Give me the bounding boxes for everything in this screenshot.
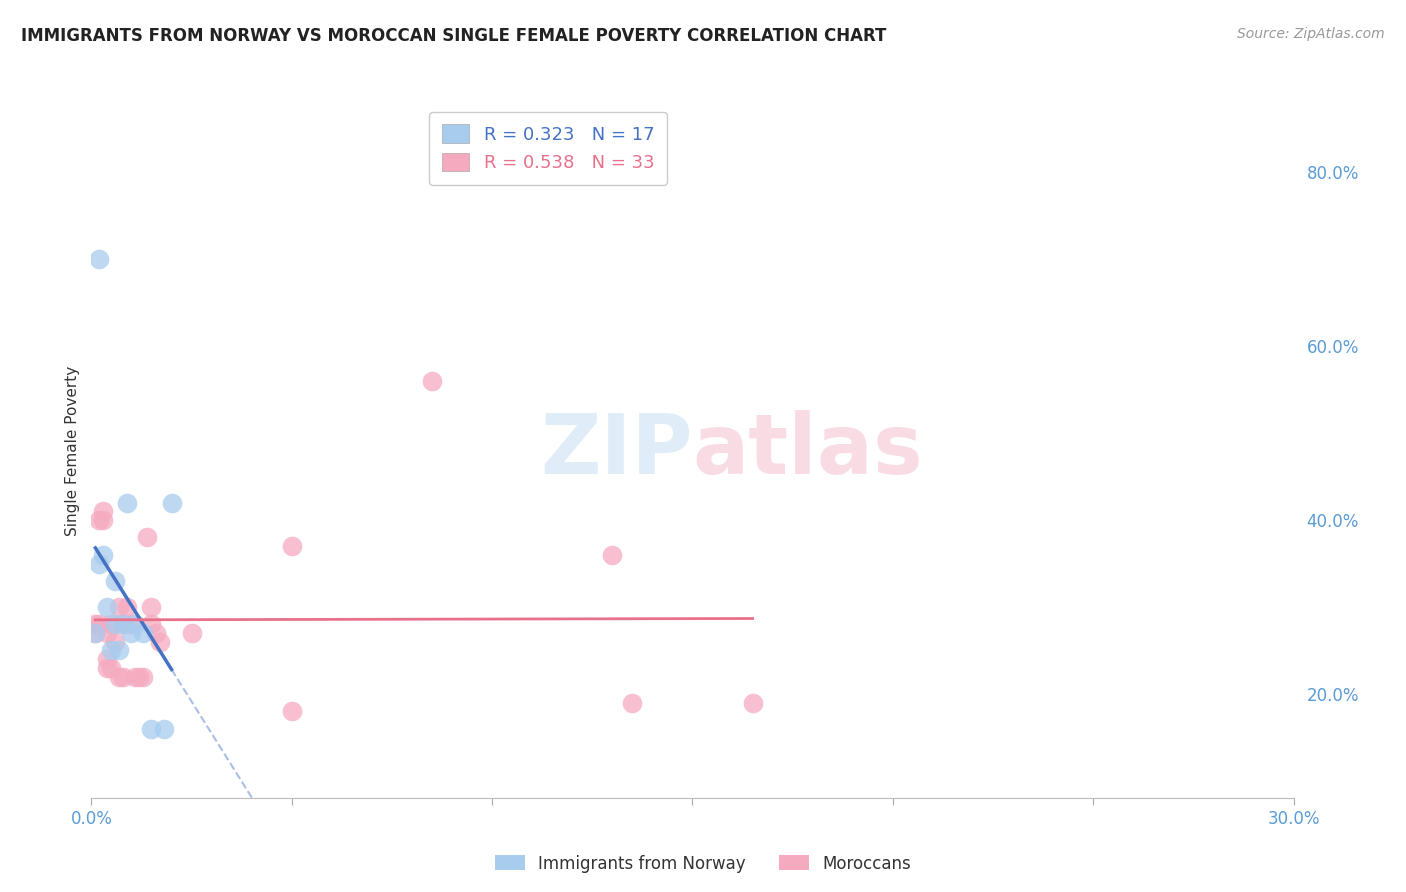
Point — [93, 504, 115, 518]
Point — [145, 626, 167, 640]
Point — [180, 626, 202, 640]
Point — [84, 626, 107, 640]
Point — [121, 617, 143, 632]
Point — [96, 599, 118, 614]
Point — [104, 617, 127, 632]
Point — [112, 669, 135, 683]
Point — [741, 696, 763, 710]
Point — [152, 722, 174, 736]
Point — [96, 661, 118, 675]
Point — [93, 548, 115, 562]
Point — [136, 530, 159, 544]
Point — [160, 496, 183, 510]
Point — [104, 635, 127, 649]
Legend: Immigrants from Norway, Moroccans: Immigrants from Norway, Moroccans — [488, 848, 918, 880]
Point — [84, 626, 107, 640]
Point — [89, 252, 111, 267]
Point — [108, 599, 131, 614]
Point — [117, 599, 139, 614]
Point — [96, 626, 118, 640]
Point — [621, 696, 644, 710]
Point — [89, 513, 111, 527]
Point — [141, 617, 163, 632]
Point — [96, 652, 118, 666]
Y-axis label: Single Female Poverty: Single Female Poverty — [65, 366, 80, 535]
Point — [124, 617, 146, 632]
Point — [602, 548, 624, 562]
Point — [124, 669, 146, 683]
Point — [281, 705, 304, 719]
Point — [132, 669, 155, 683]
Point — [148, 635, 170, 649]
Text: atlas: atlas — [692, 410, 924, 491]
Point — [93, 513, 115, 527]
Point — [108, 669, 131, 683]
Point — [89, 617, 111, 632]
Point — [281, 539, 304, 553]
Point — [100, 617, 122, 632]
Point — [112, 617, 135, 632]
Point — [112, 617, 135, 632]
Point — [141, 599, 163, 614]
Point — [100, 643, 122, 657]
Text: IMMIGRANTS FROM NORWAY VS MOROCCAN SINGLE FEMALE POVERTY CORRELATION CHART: IMMIGRANTS FROM NORWAY VS MOROCCAN SINGL… — [21, 27, 886, 45]
Point — [108, 643, 131, 657]
Text: Source: ZipAtlas.com: Source: ZipAtlas.com — [1237, 27, 1385, 41]
Point — [104, 574, 127, 588]
Point — [141, 722, 163, 736]
Point — [121, 626, 143, 640]
Point — [420, 374, 443, 388]
Point — [128, 669, 150, 683]
Point — [84, 617, 107, 632]
Point — [100, 661, 122, 675]
Text: ZIP: ZIP — [540, 410, 692, 491]
Point — [132, 626, 155, 640]
Point — [89, 557, 111, 571]
Legend: R = 0.323   N = 17, R = 0.538   N = 33: R = 0.323 N = 17, R = 0.538 N = 33 — [429, 112, 666, 185]
Point — [117, 496, 139, 510]
